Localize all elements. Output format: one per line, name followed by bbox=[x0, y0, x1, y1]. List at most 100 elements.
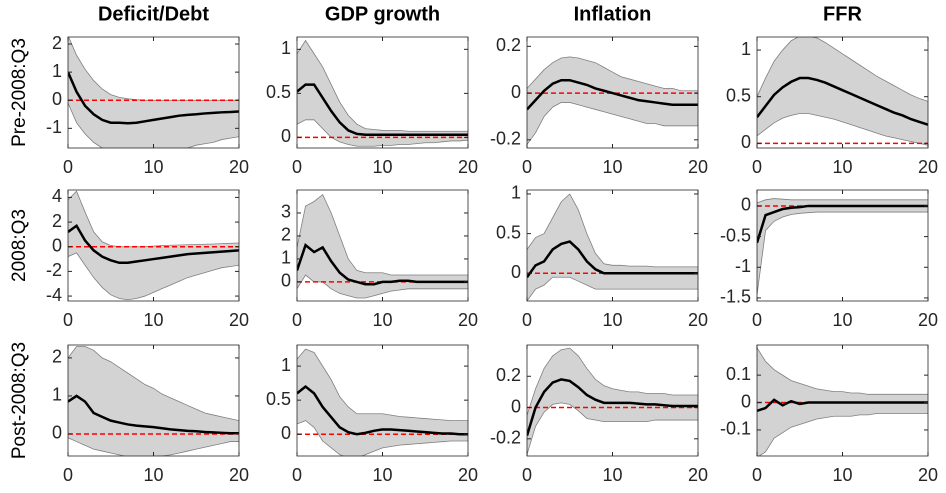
plot-area bbox=[297, 348, 468, 456]
band-edge bbox=[758, 413, 928, 456]
y-tick-label: 0 bbox=[52, 235, 62, 255]
panel-title: Inflation bbox=[574, 3, 652, 25]
x-tick-label: 10 bbox=[143, 310, 163, 330]
x-tick-label: 20 bbox=[229, 310, 249, 330]
x-tick-label: 0 bbox=[292, 310, 302, 330]
x-tick-label: 10 bbox=[143, 157, 163, 177]
y-tick-label: -1 bbox=[735, 256, 751, 276]
confidence-band bbox=[68, 37, 239, 148]
y-tick-label: -0.5 bbox=[720, 225, 751, 245]
y-tick-label: 1 bbox=[511, 183, 521, 203]
band-edge bbox=[68, 252, 239, 301]
x-tick-label: 20 bbox=[918, 157, 938, 177]
x-tick-label: 10 bbox=[832, 465, 852, 485]
x-tick-label: 20 bbox=[688, 157, 708, 177]
x-tick-label: 20 bbox=[918, 310, 938, 330]
band-edge bbox=[527, 402, 698, 455]
x-tick-label: 0 bbox=[292, 465, 302, 485]
plot-area bbox=[68, 346, 239, 456]
y-tick-label: 3 bbox=[281, 202, 291, 222]
band-edge bbox=[527, 347, 698, 416]
x-tick-label: 10 bbox=[832, 157, 852, 177]
x-tick-label: 0 bbox=[522, 310, 532, 330]
y-tick-label: 0 bbox=[741, 132, 751, 152]
band-edge bbox=[757, 113, 928, 146]
y-tick-label: 0 bbox=[511, 262, 521, 282]
x-tick-label: 20 bbox=[458, 310, 478, 330]
x-tick-label: 10 bbox=[832, 310, 852, 330]
y-tick-label: 0.2 bbox=[496, 365, 521, 385]
x-tick-label: 0 bbox=[522, 157, 532, 177]
x-tick-label: 10 bbox=[602, 157, 622, 177]
band-edge bbox=[757, 347, 928, 395]
x-tick-label: 0 bbox=[752, 157, 762, 177]
x-tick-label: 20 bbox=[458, 465, 478, 485]
band-edge bbox=[527, 193, 698, 268]
band-edge bbox=[68, 437, 239, 456]
median-line bbox=[527, 378, 698, 437]
median-line bbox=[757, 76, 928, 126]
band-edge bbox=[297, 39, 468, 132]
confidence-band bbox=[68, 191, 239, 300]
row-label: 2008:Q3 bbox=[9, 209, 30, 282]
x-tick-label: 0 bbox=[752, 310, 762, 330]
band-edge bbox=[527, 102, 698, 145]
band-edge bbox=[297, 420, 468, 456]
band-edge bbox=[757, 37, 928, 102]
x-tick-label: 20 bbox=[918, 465, 938, 485]
y-tick-label: 1 bbox=[52, 385, 62, 405]
confidence-band bbox=[68, 346, 239, 456]
y-tick-label: 0 bbox=[741, 195, 751, 215]
y-tick-label: -0.2 bbox=[490, 129, 521, 149]
y-tick-label: -1 bbox=[46, 117, 62, 137]
x-tick-label: 10 bbox=[372, 157, 392, 177]
y-tick-label: 1 bbox=[281, 248, 291, 268]
median-line bbox=[68, 71, 239, 125]
confidence-band bbox=[297, 40, 468, 147]
confidence-band bbox=[527, 348, 698, 455]
x-tick-label: 20 bbox=[688, 465, 708, 485]
plot-area bbox=[68, 37, 239, 148]
y-tick-label: 0 bbox=[281, 271, 291, 291]
median-line bbox=[757, 204, 928, 244]
band-edge bbox=[68, 346, 239, 422]
y-tick-label: 1 bbox=[52, 61, 62, 81]
median-line bbox=[527, 78, 698, 111]
confidence-band bbox=[297, 349, 468, 456]
band-edge bbox=[297, 274, 468, 299]
median-line bbox=[297, 83, 468, 137]
x-tick-label: 0 bbox=[63, 465, 73, 485]
plot-area bbox=[68, 190, 239, 301]
x-tick-label: 10 bbox=[602, 310, 622, 330]
plot-area bbox=[297, 193, 468, 299]
y-tick-label: 0 bbox=[281, 423, 291, 443]
median-line bbox=[527, 240, 698, 278]
row-label: Post-2008:Q3 bbox=[9, 342, 30, 459]
y-tick-label: 1 bbox=[281, 38, 291, 58]
plot-area bbox=[757, 198, 928, 295]
confidence-band bbox=[527, 56, 698, 145]
y-tick-label: 0 bbox=[52, 423, 62, 443]
x-tick-label: 20 bbox=[688, 310, 708, 330]
band-edge bbox=[297, 193, 468, 276]
y-tick-label: 0.5 bbox=[266, 389, 291, 409]
median-line bbox=[68, 394, 239, 435]
x-tick-label: 10 bbox=[143, 465, 163, 485]
band-edge bbox=[297, 348, 468, 421]
y-tick-label: 2 bbox=[52, 211, 62, 231]
band-edge bbox=[527, 56, 698, 92]
y-tick-label: 4 bbox=[52, 186, 62, 206]
row-label: Pre-2008:Q3 bbox=[9, 38, 30, 147]
y-tick-label: 1 bbox=[741, 39, 751, 59]
plot-area bbox=[297, 39, 468, 147]
y-tick-label: 0 bbox=[741, 391, 751, 411]
plot-area bbox=[757, 37, 928, 146]
y-tick-label: -1.5 bbox=[720, 287, 751, 307]
y-tick-label: 0 bbox=[511, 396, 521, 416]
y-tick-label: 0.5 bbox=[726, 85, 751, 105]
confidence-band bbox=[757, 198, 928, 295]
y-tick-label: 2 bbox=[52, 33, 62, 53]
y-tick-label: 0.1 bbox=[726, 364, 751, 384]
band-edge bbox=[68, 37, 239, 101]
